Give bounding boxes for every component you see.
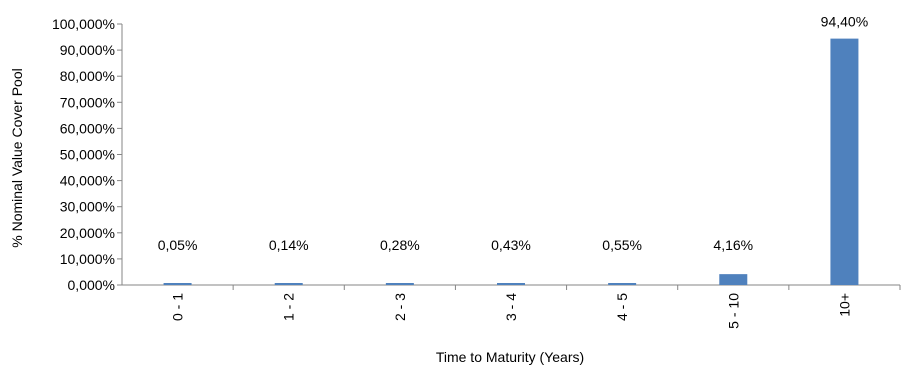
y-tick-label: 10,000% <box>60 251 115 267</box>
y-axis-title: % Nominal Value Cover Pool <box>9 68 25 248</box>
data-label: 0,14% <box>269 237 309 253</box>
y-tick-label: 0,000% <box>68 277 115 293</box>
x-tick-label: 4 - 5 <box>614 293 630 321</box>
bar <box>719 274 748 285</box>
data-label: 0,05% <box>158 237 198 253</box>
bar <box>163 283 192 285</box>
x-tick-label: 10+ <box>836 293 852 317</box>
x-tick-label: 1 - 2 <box>281 293 297 321</box>
x-tick-label: 0 - 1 <box>170 293 186 321</box>
y-tick-label: 30,000% <box>60 199 115 215</box>
y-tick-label: 90,000% <box>60 42 115 58</box>
bar <box>830 38 859 286</box>
x-axis-title: Time to Maturity (Years) <box>436 349 584 365</box>
y-tick-label: 40,000% <box>60 173 115 189</box>
x-tick-label: 3 - 4 <box>503 293 519 321</box>
bar <box>274 283 303 285</box>
bars <box>163 38 859 286</box>
data-labels: 0,05% 0,14% 0,28% 0,43% 0,55% 4,16% 94,40% <box>158 14 868 253</box>
data-label: 0,43% <box>491 237 531 253</box>
bar <box>385 283 414 285</box>
data-label: 0,28% <box>380 237 420 253</box>
x-tick-label: 2 - 3 <box>392 293 408 321</box>
bar <box>608 283 637 285</box>
y-tick-label: 80,000% <box>60 68 115 84</box>
y-tick-label: 100,000% <box>52 16 115 32</box>
bar <box>497 283 525 285</box>
x-tick-label: 5 - 10 <box>725 293 741 329</box>
y-tick-label: 70,000% <box>60 94 115 110</box>
data-label: 94,40% <box>821 14 868 30</box>
y-tick-label: 60,000% <box>60 120 115 136</box>
data-label: 0,55% <box>602 237 642 253</box>
x-axis-ticks: 0 - 1 1 - 2 2 - 3 3 - 4 4 - 5 5 - 10 10+ <box>170 285 901 329</box>
y-axis-ticks: 0,000% 10,000% 20,000% 30,000% 40,000% 50,000… <box>52 16 122 293</box>
y-tick-label: 50,000% <box>60 147 115 163</box>
y-tick-label: 20,000% <box>60 225 115 241</box>
data-label: 4,16% <box>713 237 753 253</box>
